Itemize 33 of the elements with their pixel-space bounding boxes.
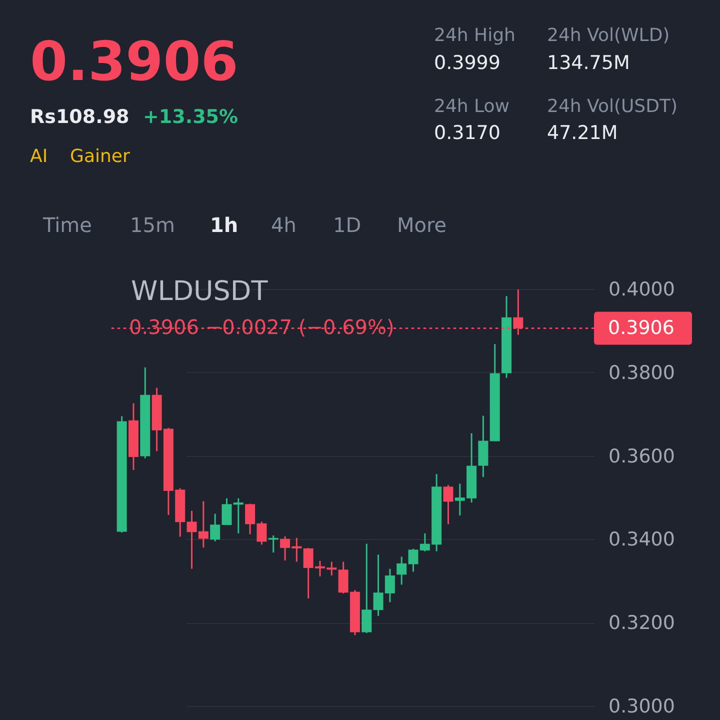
text: 4h	[271, 213, 296, 237]
candlestick	[443, 484, 454, 525]
text: 24h Vol(WLD)	[547, 25, 670, 46]
candlestick	[362, 543, 372, 634]
text: 24h Vol(USDT)	[547, 96, 678, 117]
text: 0.3170	[434, 122, 500, 144]
y-tick-label: 0.4000	[608, 278, 675, 300]
text: Rs108.98	[30, 106, 130, 128]
text: AI	[30, 146, 48, 167]
text: 1h	[210, 213, 238, 237]
y-tick-label: 0.3800	[608, 362, 675, 384]
text: More	[397, 213, 447, 237]
y-tick-label: 0.3200	[608, 612, 675, 634]
text: +13.35%	[143, 106, 238, 128]
text: 1D	[333, 213, 362, 237]
text: Time	[42, 213, 92, 237]
chart-title: WLDUSDT	[131, 276, 268, 307]
y-tick-label: 0.3600	[608, 445, 675, 468]
y-tick-label: 0.3400	[608, 528, 675, 551]
candlestick	[396, 556, 407, 586]
text: 24h Low	[434, 96, 510, 117]
text: 0.3906	[30, 30, 238, 93]
candlestick	[268, 534, 278, 554]
text: Gainer	[70, 146, 130, 167]
text: 134.75M	[547, 52, 630, 74]
text: 24h High	[434, 25, 516, 46]
text: 0.3999	[434, 52, 500, 74]
ref-line-label: 0.3906 −0.0027 (−0.69%)	[129, 315, 394, 340]
text: 15m	[130, 213, 175, 237]
candlestick	[233, 498, 244, 534]
text: 47.21M	[547, 122, 618, 144]
text: 0.3906	[608, 317, 674, 340]
y-tick-label: 0.3000	[608, 696, 675, 718]
